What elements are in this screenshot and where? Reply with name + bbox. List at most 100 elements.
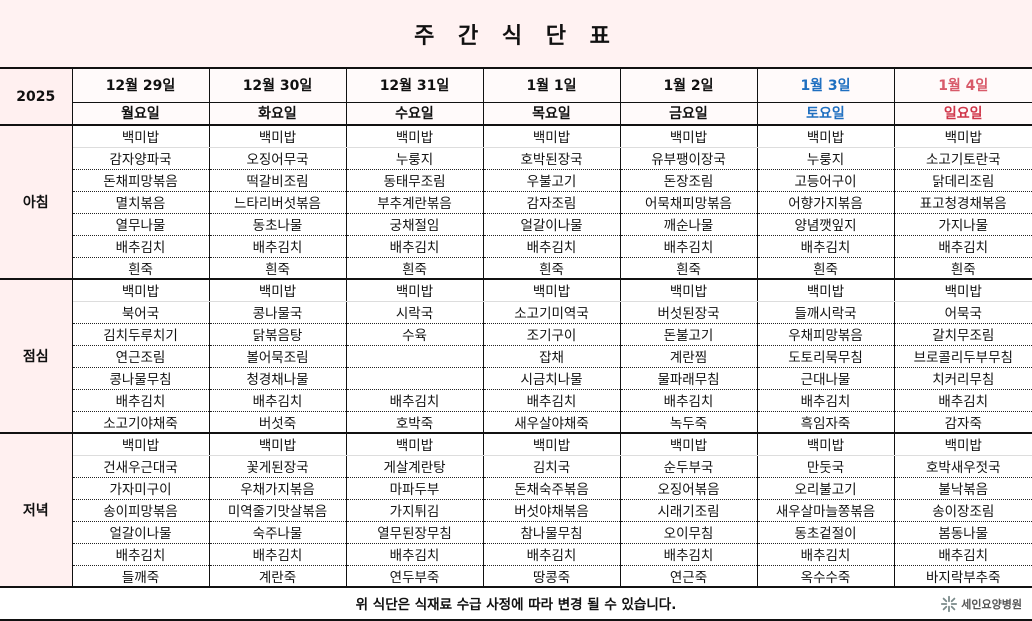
menu-item: 배추김치	[893, 389, 1032, 412]
menu-item: 배추김치	[619, 543, 758, 566]
menu-item: 미역줄기맛살볶음	[208, 499, 347, 522]
day-date: 1월 1일	[482, 69, 621, 103]
logo-text: 세인요양병원	[961, 598, 1022, 611]
menu-item: 감자양파국	[71, 147, 210, 170]
menu-item: 궁채절임	[345, 213, 484, 236]
day-date: 1월 2일	[619, 69, 758, 103]
menu-item: 멸치볶음	[71, 191, 210, 214]
menu-item: 바지락부추죽	[893, 565, 1032, 588]
menu-item: 고등어구이	[756, 169, 895, 192]
menu-item: 배추김치	[619, 389, 758, 412]
day-date: 12월 29일	[71, 69, 210, 103]
day-of-week: 금요일	[619, 102, 758, 126]
menu-item: 김치두루치기	[71, 323, 210, 346]
table-row: 가자미구이 우채가지볶음 마파두부 돈채숙주볶음 오징어볶음 오리불고기 불낙볶음	[0, 477, 1032, 500]
menu-item: 닭볶음탕	[208, 323, 347, 346]
menu-item: 참나물무침	[482, 521, 621, 544]
menu-item: 볼어묵조림	[208, 345, 347, 368]
menu-item: 조기구이	[482, 323, 621, 346]
menu-item: 브로콜리두부무침	[893, 345, 1032, 368]
menu-item: 배추김치	[893, 543, 1032, 566]
table-row: 송이피망볶음 미역줄기맛살볶음 가지튀김 버섯야채볶음 시래기조림 새우살마늘쫑볶음 송이장…	[0, 499, 1032, 522]
menu-item: 백미밥	[482, 279, 621, 302]
menu-item: 유부팽이장국	[619, 147, 758, 170]
table-row: 저녁 백미밥 백미밥 백미밥 백미밥 백미밥 백미밥 백미밥	[0, 433, 1032, 588]
table-row: 점심 백미밥 백미밥 백미밥 백미밥 백미밥 백미밥 백미밥	[0, 279, 1032, 434]
menu-item: 흰죽	[71, 257, 210, 280]
menu-item: 시금치나물	[482, 367, 621, 390]
menu-item: 백미밥	[482, 125, 621, 148]
menu-item: 백미밥	[756, 433, 895, 456]
menu-item: 소고기미역국	[482, 301, 621, 324]
menu-item: 깨순나물	[619, 213, 758, 236]
menu-item: 어묵국	[893, 301, 1032, 324]
menu-item: 백미밥	[893, 125, 1032, 148]
table-row: 건새우근대국 꽃게된장국 게살계란탕 김치국 순두부국 만둣국 호박새우젓국	[0, 455, 1032, 478]
meal-table: 2025 12월 29일 12월 30일 12월 31일 1월 1일 1월 2일 1월 3일…	[0, 69, 1032, 588]
menu-item: 감자조림	[482, 191, 621, 214]
menu-item: 돈채피망볶음	[71, 169, 210, 192]
menu-item: 흰죽	[756, 257, 895, 280]
menu-item: 치커리무침	[893, 367, 1032, 390]
logo-star-icon	[941, 595, 958, 613]
menu-item: 부추계란볶음	[345, 191, 484, 214]
table-row: 배추김치 배추김치 배추김치 배추김치 배추김치 배추김치 배추김치	[0, 543, 1032, 566]
menu-item: 흰죽	[208, 257, 347, 280]
day-of-week: 토요일	[756, 102, 895, 126]
menu-item: 백미밥	[208, 433, 347, 456]
menu-item: 흰죽	[619, 257, 758, 280]
menu-item: 백미밥	[893, 433, 1032, 456]
menu-item: 돈장조림	[619, 169, 758, 192]
menu-item: 꽃게된장국	[208, 455, 347, 478]
menu-item: 어묵채피망볶음	[619, 191, 758, 214]
day-of-week: 목요일	[482, 102, 621, 126]
menu-item: 흰죽	[345, 257, 484, 280]
menu-item: 땅콩죽	[482, 565, 621, 588]
day-date: 1월 3일	[756, 69, 895, 103]
menu-item: 어향가지볶음	[756, 191, 895, 214]
menu-item: 배추김치	[756, 235, 895, 258]
menu-item: 배추김치	[619, 235, 758, 258]
menu-item: 오리불고기	[756, 477, 895, 500]
table-row: 배추김치 배추김치 배추김치 배추김치 배추김치 배추김치 배추김치	[0, 389, 1032, 412]
table-row: 들깨죽 계란죽 연두부죽 땅콩죽 연근죽 옥수수죽 바지락부추죽	[0, 565, 1032, 588]
menu-item: 가자미구이	[71, 477, 210, 500]
menu-item: 우채가지볶음	[208, 477, 347, 500]
menu-item: 배추김치	[893, 235, 1032, 258]
menu-item: 표고청경채볶음	[893, 191, 1032, 214]
menu-item: 배추김치	[345, 235, 484, 258]
menu-item: 백미밥	[345, 433, 484, 456]
day-date: 12월 31일	[345, 69, 484, 103]
menu-item: 배추김치	[345, 543, 484, 566]
menu-item: 백미밥	[619, 433, 758, 456]
menu-item: 버섯죽	[208, 411, 347, 434]
menu-item: 버섯야채볶음	[482, 499, 621, 522]
menu-item: 잡채	[482, 345, 621, 368]
menu-item: 누룽지	[756, 147, 895, 170]
menu-item: 버섯된장국	[619, 301, 758, 324]
menu-item: 돈불고기	[619, 323, 758, 346]
meal-label: 점심	[0, 279, 73, 434]
menu-item: 호박죽	[345, 411, 484, 434]
menu-item: 청경채나물	[208, 367, 347, 390]
menu-item: 백미밥	[71, 433, 210, 456]
day-date: 1월 4일	[893, 69, 1032, 103]
menu-item: 흰죽	[482, 257, 621, 280]
menu-item: 백미밥	[71, 125, 210, 148]
table-row: 배추김치 배추김치 배추김치 배추김치 배추김치 배추김치 배추김치	[0, 235, 1032, 258]
menu-item: 배추김치	[482, 235, 621, 258]
day-of-week: 수요일	[345, 102, 484, 126]
menu-item: 연근죽	[619, 565, 758, 588]
menu-item: 새우살야채죽	[482, 411, 621, 434]
menu-item	[345, 345, 484, 368]
menu-item: 배추김치	[756, 389, 895, 412]
menu-item: 만둣국	[756, 455, 895, 478]
menu-item: 백미밥	[345, 279, 484, 302]
hospital-logo: 세인요양병원	[940, 595, 1022, 613]
menu-item: 오이무침	[619, 521, 758, 544]
menu-item: 시락국	[345, 301, 484, 324]
menu-item: 연근조림	[71, 345, 210, 368]
table-row: 연근조림 볼어묵조림 잡채 계란찜 도토리묵무침 브로콜리두부무침	[0, 345, 1032, 368]
menu-item: 백미밥	[208, 279, 347, 302]
menu-item: 흰죽	[893, 257, 1032, 280]
